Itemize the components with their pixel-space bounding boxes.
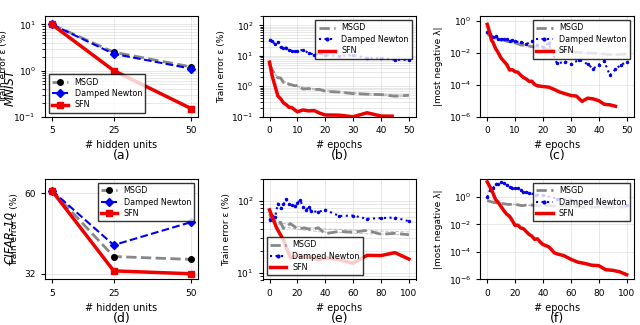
Text: (f): (f)	[550, 312, 564, 325]
X-axis label: # epochs: # epochs	[316, 140, 362, 150]
X-axis label: # epochs: # epochs	[316, 303, 362, 313]
Legend: MSGD, Damped Newton, SFN: MSGD, Damped Newton, SFN	[49, 74, 145, 113]
X-axis label: # epochs: # epochs	[534, 303, 580, 313]
Y-axis label: Train error ε (%): Train error ε (%)	[216, 30, 226, 103]
Legend: MSGD, Damped Newton, SFN: MSGD, Damped Newton, SFN	[98, 183, 194, 221]
Legend: MSGD, Damped Newton, SFN: MSGD, Damped Newton, SFN	[533, 20, 630, 58]
Text: (e): (e)	[330, 312, 348, 325]
Legend: MSGD, Damped Newton, SFN: MSGD, Damped Newton, SFN	[533, 183, 630, 221]
Y-axis label: |most negative λ|: |most negative λ|	[434, 189, 443, 269]
Text: MNIST: MNIST	[3, 69, 16, 106]
Y-axis label: Train error ε (%): Train error ε (%)	[10, 193, 19, 266]
X-axis label: # hidden units: # hidden units	[85, 303, 157, 313]
Text: (a): (a)	[113, 149, 130, 162]
Legend: MSGD, Damped Newton, SFN: MSGD, Damped Newton, SFN	[316, 20, 412, 58]
X-axis label: # hidden units: # hidden units	[85, 140, 157, 150]
Y-axis label: Train error ε (%): Train error ε (%)	[222, 193, 231, 266]
Y-axis label: |most negative λ|: |most negative λ|	[434, 27, 443, 106]
Text: (c): (c)	[548, 149, 565, 162]
Text: (d): (d)	[113, 312, 131, 325]
X-axis label: # epochs: # epochs	[534, 140, 580, 150]
Y-axis label: Train error ε (%): Train error ε (%)	[0, 30, 8, 103]
Text: CIFAR-10: CIFAR-10	[3, 211, 16, 264]
Text: (b): (b)	[330, 149, 348, 162]
Legend: MSGD, Damped Newton, SFN: MSGD, Damped Newton, SFN	[267, 237, 363, 276]
